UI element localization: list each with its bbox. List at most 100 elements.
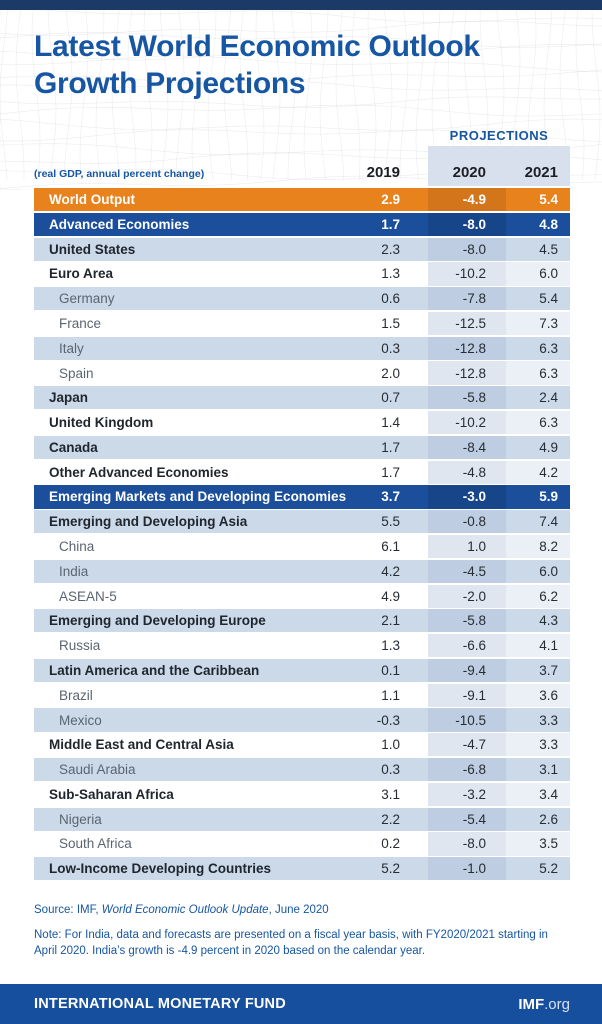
value-2020: -12.5 [428, 311, 506, 336]
value-2019: 2.1 [381, 613, 400, 629]
value-2019: 0.7 [381, 390, 400, 406]
value-2019: 5.2 [381, 861, 400, 877]
table-row: ASEAN-5 4.9 -2.0 6.2 [34, 584, 570, 608]
value-2021: 3.7 [539, 662, 558, 678]
table-row: Latin America and the Caribbean 0.1 -9.4 3.… [34, 658, 570, 683]
value-2021: 5.4 [539, 291, 558, 307]
value-2020: -8.4 [428, 435, 506, 459]
row-label: Middle East and Central Asia [49, 737, 234, 753]
value-2019: 1.4 [381, 415, 400, 431]
row-label: Nigeria [59, 811, 102, 827]
value-2021: 5.4 [539, 192, 558, 208]
value-2020: -6.8 [428, 757, 506, 782]
row-label: China [59, 539, 95, 555]
value-2019: 3.7 [381, 489, 400, 505]
value-2020: -2.0 [428, 584, 506, 608]
table-row: Saudi Arabia 0.3 -6.8 3.1 [34, 757, 570, 782]
value-2019: 1.3 [381, 266, 400, 282]
source-prefix: Source: IMF, [34, 904, 102, 917]
value-2020: -4.8 [428, 460, 506, 484]
column-header-2020: 2020 [428, 146, 506, 186]
table-row: Canada 1.7 -8.4 4.9 [34, 435, 570, 459]
column-header-2019: 2019 [366, 164, 400, 181]
value-2020: -8.0 [428, 832, 506, 856]
table-row: France 1.5 -12.5 7.3 [34, 311, 570, 336]
value-2021: 7.3 [506, 311, 570, 336]
value-2019: 3.1 [381, 786, 400, 802]
value-2021: 6.3 [506, 361, 570, 385]
imf-org-bold: IMF [518, 995, 545, 1013]
value-2020: -5.8 [428, 386, 506, 410]
value-2019: 5.5 [381, 514, 400, 530]
row-label: Emerging and Developing Asia [49, 514, 248, 530]
value-2021: 3.6 [506, 683, 570, 707]
content-area: Latest World Economic Outlook Growth Proj… [0, 28, 602, 959]
column-header-2021: 2021 [506, 146, 570, 186]
value-2020: -9.4 [428, 658, 506, 683]
row-label: ASEAN-5 [59, 588, 117, 604]
table-subtitle: (real GDP, annual percent change) [34, 168, 205, 180]
value-2020: -3.0 [428, 485, 506, 509]
row-label: South Africa [59, 836, 132, 852]
row-label: Germany [59, 291, 115, 307]
imf-name: INTERNATIONAL MONETARY FUND [34, 996, 286, 1012]
table-row: Brazil 1.1 -9.1 3.6 [34, 683, 570, 707]
value-2021: 4.2 [506, 460, 570, 484]
value-2019: 1.5 [381, 316, 400, 331]
value-2020: -10.2 [428, 411, 506, 435]
row-label: Low-Income Developing Countries [49, 861, 272, 877]
table-row: Other Advanced Economies 1.7 -4.8 4.2 [34, 460, 570, 484]
table-row: United Kingdom 1.4 -10.2 6.3 [34, 411, 570, 435]
source-publication: World Economic Outlook Update [101, 904, 269, 917]
projections-table: World Output 2.9 -4.9 5.4 Advanced Economies… [34, 188, 570, 881]
table-row: Emerging and Developing Europe 2.1 -5.8 4.3 [34, 609, 570, 633]
value-2021: 8.2 [506, 534, 570, 559]
imf-org-suffix: .org [544, 995, 570, 1013]
row-label: United States [49, 241, 136, 257]
value-2021: 6.3 [506, 411, 570, 435]
value-2020: -10.5 [428, 708, 506, 732]
row-label: Advanced Economies [49, 216, 190, 232]
value-2019: 0.3 [381, 762, 400, 778]
value-2019: 0.2 [381, 836, 400, 852]
row-label: Italy [59, 340, 84, 356]
row-label: Sub-Saharan Africa [49, 786, 174, 802]
value-2019: 4.9 [381, 588, 400, 604]
value-2020: -4.7 [428, 733, 506, 757]
value-2021: 6.3 [539, 340, 558, 356]
value-2019: -0.3 [376, 712, 400, 728]
row-label: World Output [49, 192, 135, 208]
value-2019: 1.7 [381, 439, 400, 455]
value-2021: 4.5 [539, 241, 558, 257]
table-row: South Africa 0.2 -8.0 3.5 [34, 832, 570, 856]
value-2021: 7.4 [539, 514, 558, 530]
projections-label: PROJECTIONS [449, 128, 549, 143]
table-row: Emerging and Developing Asia 5.5 -0.8 7.4 [34, 510, 570, 534]
value-2019: 1.7 [381, 216, 400, 232]
value-2020: -4.9 [428, 188, 506, 212]
top-accent-bar [0, 0, 602, 10]
value-2021: 5.2 [539, 861, 558, 877]
row-label: Latin America and the Caribbean [49, 662, 260, 678]
value-2021: 4.1 [506, 634, 570, 658]
value-2021: 2.4 [539, 390, 558, 406]
table-row: Japan 0.7 -5.8 2.4 [34, 386, 570, 410]
value-2019: 4.2 [381, 563, 400, 579]
value-2021: 4.3 [539, 613, 558, 629]
column-headers-row: (real GDP, annual percent change) 2019 2… [34, 146, 570, 186]
value-2019: 6.1 [381, 539, 400, 555]
row-label: United Kingdom [49, 415, 154, 431]
row-label: Saudi Arabia [59, 762, 136, 778]
table-row: Euro Area 1.3 -10.2 6.0 [34, 262, 570, 286]
value-2019: 1.7 [381, 464, 400, 480]
title-line-2: Growth Projections [34, 67, 306, 100]
value-2019: 1.3 [381, 638, 400, 654]
value-2020: -7.8 [428, 287, 506, 311]
value-2019: 2.9 [381, 192, 400, 208]
value-2019: 2.3 [381, 241, 400, 257]
table-row: Sub-Saharan Africa 3.1 -3.2 3.4 [34, 782, 570, 806]
value-2020: -12.8 [428, 336, 506, 360]
value-2021: 2.6 [539, 811, 558, 827]
value-2019: 2.0 [381, 365, 400, 381]
